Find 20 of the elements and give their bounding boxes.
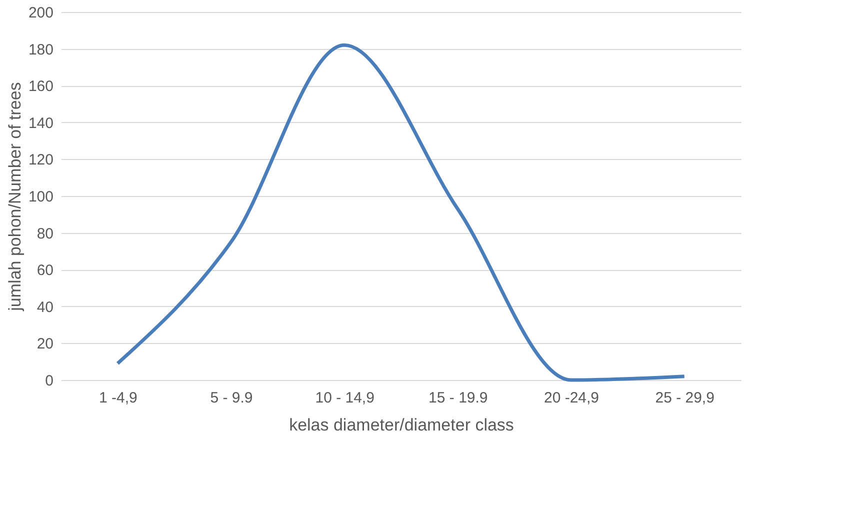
y-axis-title: jumlah pohon/Number of trees [5,82,24,312]
y-tick-label: 20 [36,336,54,353]
x-axis-title: kelas diameter/diameter class [289,416,514,434]
x-tick-label: 25 - 29,9 [655,390,714,406]
y-tick-label: 160 [28,78,54,96]
y-tick-label: 60 [36,262,54,280]
x-tick-label: 5 - 9.9 [210,390,253,406]
x-tick-label: 15 - 19.9 [428,390,488,406]
y-tick-label: 40 [36,298,54,316]
y-tick-label: 120 [28,152,54,169]
y-tick-label: 180 [28,41,54,58]
x-tick-label: 1 -4,9 [98,390,138,406]
y-tick-label: 80 [36,225,54,242]
line-series [116,43,686,382]
y-tick-label: 140 [28,114,54,132]
x-tick-label: 20 -24,9 [544,390,600,406]
y-tick-label: 100 [28,188,54,206]
x-tick-label: 10 - 14,9 [315,390,374,406]
y-tick-label: 200 [28,4,54,22]
y-tick-label: 0 [45,372,54,390]
